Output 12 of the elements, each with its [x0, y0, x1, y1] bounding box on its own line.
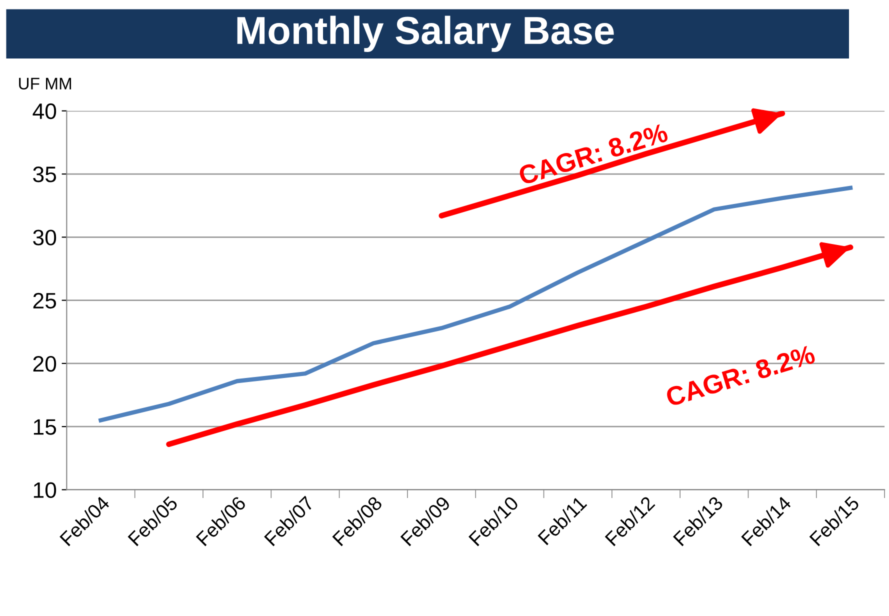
y-tick-label: 30 [33, 230, 56, 246]
y-tick-label: 40 [32, 103, 56, 120]
y-tick-label: 15 [34, 419, 56, 435]
line-series [98, 186, 853, 422]
y-tick-label: 20 [33, 356, 56, 372]
chart-title: Monthly Salary Base [237, 16, 614, 52]
y-tick-label: 35 [33, 166, 56, 182]
y-tick-label: 10 [34, 482, 56, 498]
annotation: CAGR: 8.2% [664, 344, 816, 407]
y-tick-label: 25 [33, 292, 56, 309]
annotation: CAGR: 8.2% [518, 122, 669, 186]
y-axis-title: UF MM [19, 78, 72, 90]
